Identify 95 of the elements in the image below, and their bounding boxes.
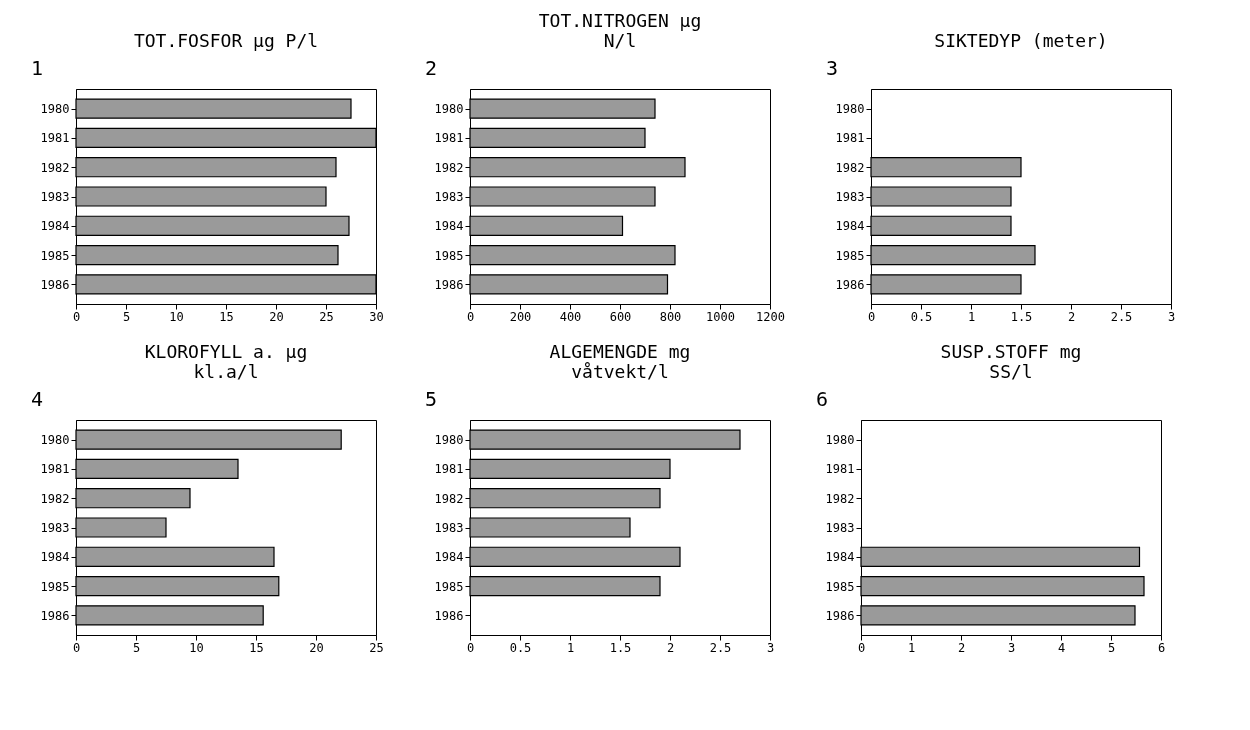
x-tick-label: 30 bbox=[369, 309, 384, 324]
y-tick-label: 1985 bbox=[434, 579, 464, 594]
x-tick-label: 10 bbox=[189, 640, 204, 655]
x-tick-label: 0 bbox=[466, 640, 475, 655]
y-tick-label: 1984 bbox=[40, 219, 70, 234]
y-tick-label: 1980 bbox=[434, 102, 464, 117]
y-tick-label: 1981 bbox=[835, 131, 865, 146]
x-tick-label: 1.5 bbox=[609, 640, 632, 655]
y-tick-label: 1982 bbox=[434, 160, 464, 175]
x-tick-label: 20 bbox=[309, 640, 324, 655]
x-tick-label: 3 bbox=[766, 640, 775, 655]
x-tick-label: 3 bbox=[1007, 640, 1016, 655]
y-tick-label: 1981 bbox=[434, 462, 464, 477]
x-tick-label: 0.5 bbox=[509, 640, 532, 655]
y-tick-label: 1986 bbox=[825, 608, 855, 623]
x-tick-label: 0.5 bbox=[910, 309, 933, 324]
y-tick-label: 1980 bbox=[40, 433, 70, 448]
x-tick-label: 1 bbox=[907, 640, 916, 655]
x-tick-label: 20 bbox=[269, 309, 284, 324]
y-tick-label: 1983 bbox=[835, 190, 865, 204]
x-tick-label: 1200 bbox=[756, 309, 785, 324]
x-tick-label: 1 bbox=[566, 640, 575, 655]
x-tick-label: 10 bbox=[169, 309, 184, 324]
x-tick-label: 400 bbox=[559, 309, 582, 324]
text: 6 bbox=[816, 387, 829, 411]
x-tick-label: 0 bbox=[72, 309, 81, 324]
x-tick-label: 15 bbox=[219, 309, 234, 324]
x-tick-label: 800 bbox=[659, 309, 682, 324]
text: 4 bbox=[31, 387, 44, 411]
chart-title: ALGEMENGDE mg våtvekt/l bbox=[549, 341, 691, 382]
y-tick-label: 1986 bbox=[40, 608, 70, 623]
y-tick-label: 1981 bbox=[40, 462, 70, 477]
x-tick-label: 0 bbox=[72, 640, 81, 655]
y-tick-label: 1980 bbox=[825, 433, 855, 448]
y-tick-label: 1985 bbox=[434, 248, 464, 263]
y-tick-label: 1981 bbox=[40, 131, 70, 146]
y-tick-label: 1984 bbox=[825, 550, 855, 565]
y-tick-label: 1980 bbox=[434, 433, 464, 448]
y-tick-label: 1984 bbox=[434, 550, 464, 565]
x-tick-label: 25 bbox=[319, 309, 334, 324]
text: 5 bbox=[425, 387, 438, 411]
x-tick-label: 600 bbox=[609, 309, 632, 324]
x-tick-label: 6 bbox=[1157, 640, 1166, 655]
x-tick-label: 4 bbox=[1057, 640, 1066, 655]
y-tick-label: 1983 bbox=[434, 521, 464, 535]
chart-title: SUSP.STOFF mg SS/l bbox=[940, 341, 1082, 382]
y-tick-label: 1986 bbox=[434, 277, 464, 292]
y-tick-label: 1985 bbox=[40, 248, 70, 263]
y-tick-label: 1984 bbox=[40, 550, 70, 565]
y-tick-label: 1986 bbox=[835, 277, 865, 292]
y-tick-label: 1983 bbox=[825, 521, 855, 535]
y-tick-label: 1983 bbox=[40, 521, 70, 535]
y-tick-label: 1980 bbox=[40, 102, 70, 117]
y-tick-label: 1982 bbox=[835, 160, 865, 175]
y-tick-label: 1982 bbox=[40, 160, 70, 175]
y-tick-label: 1980 bbox=[835, 102, 865, 117]
y-tick-label: 1984 bbox=[835, 219, 865, 234]
text: 3 bbox=[826, 56, 839, 80]
y-tick-label: 1982 bbox=[434, 491, 464, 506]
x-tick-label: 200 bbox=[509, 309, 532, 324]
x-tick-label: 5 bbox=[1107, 640, 1116, 655]
y-tick-label: 1982 bbox=[825, 491, 855, 506]
y-tick-label: 1985 bbox=[835, 248, 865, 263]
chart-title: SIKTEDYP (meter) bbox=[934, 30, 1108, 51]
x-tick-label: 1 bbox=[967, 309, 976, 324]
y-tick-label: 1985 bbox=[40, 579, 70, 594]
x-tick-label: 0 bbox=[857, 640, 866, 655]
x-tick-label: 0 bbox=[867, 309, 876, 324]
x-tick-label: 5 bbox=[122, 309, 131, 324]
x-tick-label: 2 bbox=[1067, 309, 1076, 324]
y-tick-label: 1984 bbox=[434, 219, 464, 234]
x-tick-label: 15 bbox=[249, 640, 264, 655]
y-tick-label: 1982 bbox=[40, 491, 70, 506]
x-tick-label: 2 bbox=[957, 640, 966, 655]
x-tick-label: 1.5 bbox=[1010, 309, 1033, 324]
x-tick-label: 2.5 bbox=[709, 640, 732, 655]
text: 2 bbox=[425, 56, 438, 80]
y-tick-label: 1983 bbox=[434, 190, 464, 204]
y-tick-label: 1986 bbox=[434, 608, 464, 623]
chart-title: TOT.FOSFOR µg P/l bbox=[133, 30, 319, 51]
y-tick-label: 1981 bbox=[434, 131, 464, 146]
x-tick-label: 3 bbox=[1167, 309, 1176, 324]
y-tick-label: 1985 bbox=[825, 579, 855, 594]
x-tick-label: 0 bbox=[466, 309, 475, 324]
x-tick-label: 2.5 bbox=[1110, 309, 1133, 324]
y-tick-label: 1983 bbox=[40, 190, 70, 204]
y-tick-label: 1981 bbox=[825, 462, 855, 477]
chart-title: KLOROFYLL a. µg kl.a/l bbox=[144, 341, 308, 382]
x-tick-label: 5 bbox=[132, 640, 141, 655]
text: 1 bbox=[31, 56, 44, 80]
x-tick-label: 2 bbox=[666, 640, 675, 655]
x-tick-label: 25 bbox=[369, 640, 384, 655]
y-tick-label: 1986 bbox=[40, 277, 70, 292]
chart-title: TOT.NITROGEN µg N/l bbox=[538, 10, 702, 51]
x-tick-label: 1000 bbox=[706, 309, 735, 324]
